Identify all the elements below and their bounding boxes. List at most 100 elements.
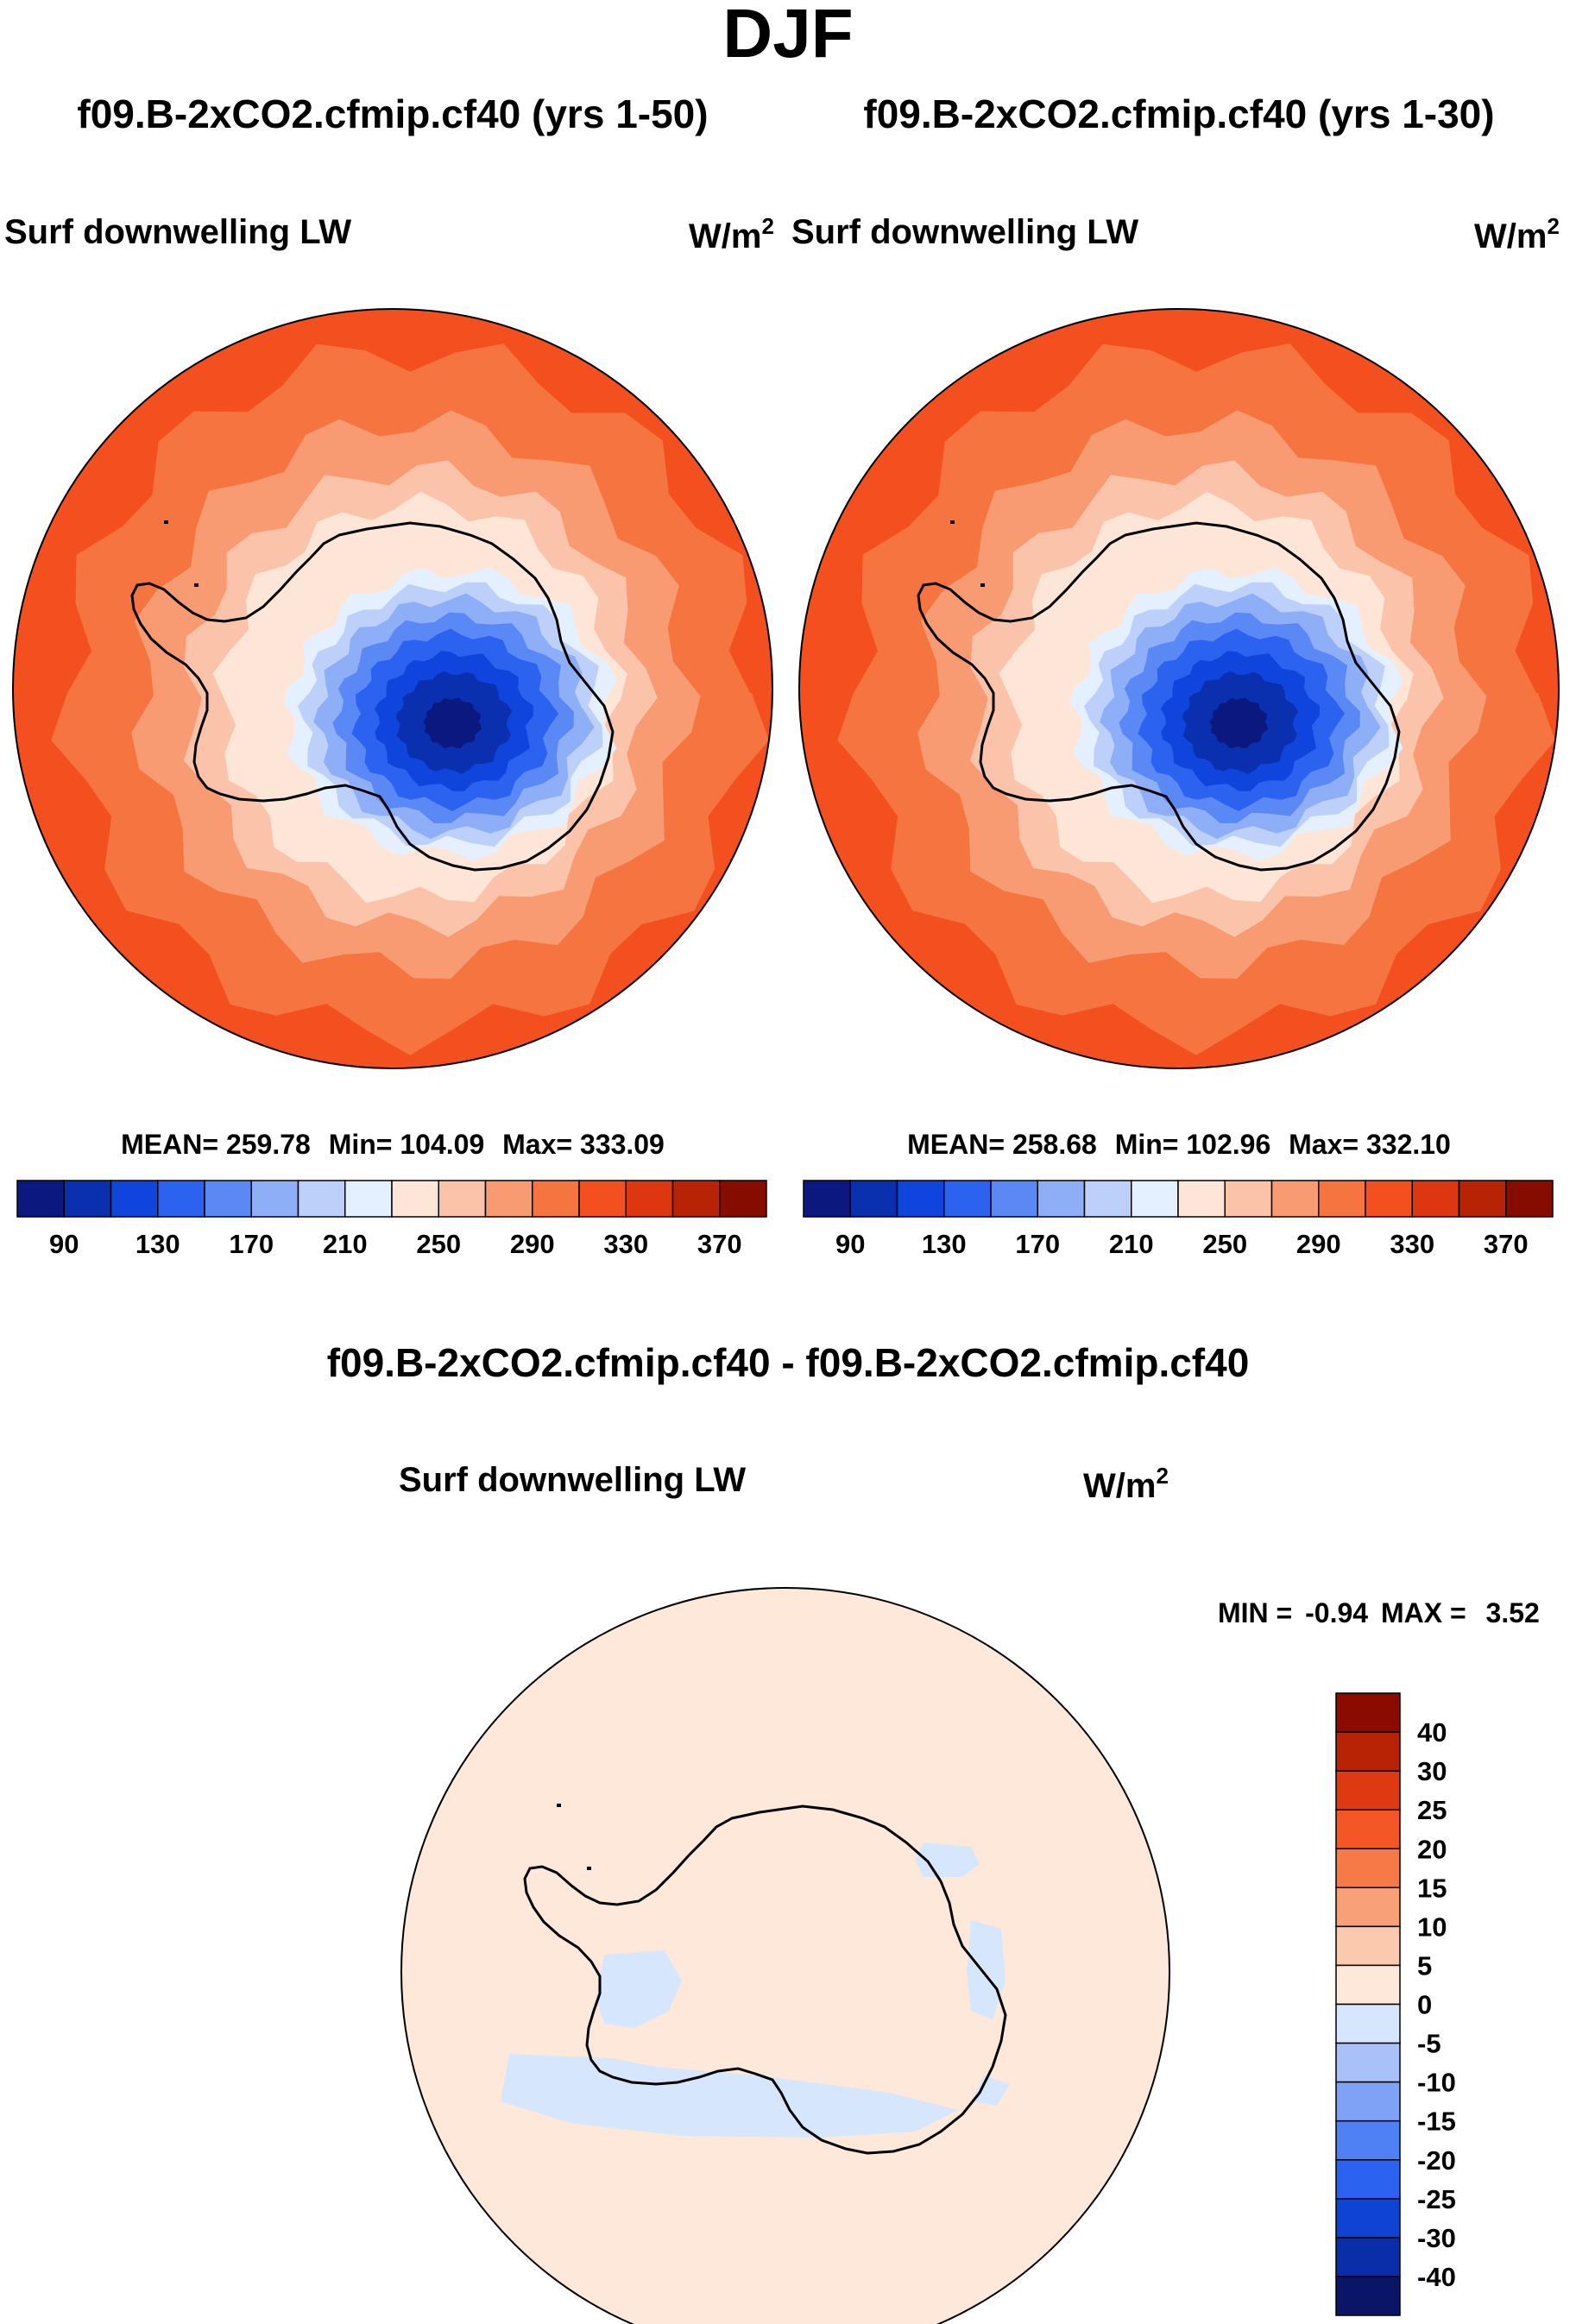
figure-title: DJF bbox=[722, 0, 853, 72]
field-band bbox=[401, 1588, 1169, 2324]
panel-1: f09.B-2xCO2.cfmip.cf40 (yrs 1-50) Surf d… bbox=[4, 91, 774, 1259]
colorbar-tick-label: 370 bbox=[1484, 1229, 1529, 1259]
colorbar-tick-label: 25 bbox=[1417, 1795, 1447, 1825]
colorbar-tick-label: -10 bbox=[1417, 2068, 1456, 2098]
colorbar-tick-label: 10 bbox=[1417, 1911, 1447, 1942]
colorbar-swatch bbox=[1224, 1180, 1273, 1218]
colorbar-tick-label: 210 bbox=[323, 1229, 368, 1259]
panel-2-units: W/m2 bbox=[1474, 213, 1560, 255]
colorbar-swatch bbox=[391, 1180, 439, 1218]
colorbar-swatch bbox=[1335, 2198, 1401, 2239]
colorbar-tick-label: -20 bbox=[1417, 2145, 1456, 2176]
panel-2-variable: Surf downwelling LW bbox=[791, 213, 1138, 251]
colorbar-swatch bbox=[110, 1180, 159, 1218]
colorbar-swatch bbox=[1131, 1180, 1179, 1218]
colorbar-swatch bbox=[344, 1180, 393, 1218]
colorbar-swatch bbox=[1335, 1964, 1401, 2006]
colorbar-swatch bbox=[250, 1180, 299, 1218]
colorbar-tick-label: 290 bbox=[1296, 1229, 1341, 1259]
island bbox=[164, 520, 168, 524]
panel-3-stats: MIN = -0.94 MAX = 3.52 bbox=[1218, 1597, 1540, 1628]
panel-1-map-border bbox=[12, 308, 773, 1069]
colorbar-swatch bbox=[1083, 1180, 1132, 1218]
colorbar-tick-label: 170 bbox=[1015, 1229, 1060, 1259]
panel-3-map bbox=[401, 1588, 1169, 2324]
panel-1-case-title: f09.B-2xCO2.cfmip.cf40 (yrs 1-50) bbox=[77, 91, 708, 136]
colorbar-swatch bbox=[1335, 1731, 1401, 1772]
colorbar-swatch bbox=[1335, 1848, 1401, 1889]
panel-2-coastline bbox=[917, 520, 1401, 872]
colorbar-swatch bbox=[990, 1180, 1038, 1218]
colorbar-swatch bbox=[803, 1180, 851, 1218]
colorbar-swatch bbox=[578, 1180, 627, 1218]
colorbar-swatch bbox=[719, 1180, 767, 1218]
panel-3-variable: Surf downwelling LW bbox=[399, 1461, 746, 1499]
panel-3-units: W/m2 bbox=[1083, 1463, 1169, 1505]
panel-1-variable: Surf downwelling LW bbox=[4, 213, 351, 251]
panel-2-stats: MEAN= 258.68 Min= 102.96 Max= 332.10 bbox=[907, 1129, 1451, 1160]
panel-2: f09.B-2xCO2.cfmip.cf40 (yrs 1-30) Surf d… bbox=[791, 91, 1560, 1259]
colorbar-swatch bbox=[896, 1180, 945, 1218]
colorbar-tick-label: 170 bbox=[229, 1229, 274, 1259]
colorbar-swatch bbox=[1318, 1180, 1366, 1218]
colorbar-tick-label: 250 bbox=[1202, 1229, 1247, 1259]
colorbar-swatch bbox=[297, 1180, 346, 1218]
colorbar-swatch bbox=[1037, 1180, 1086, 1218]
panel-1-coastline bbox=[130, 520, 615, 872]
negative-patch bbox=[971, 2075, 1010, 2106]
colorbar-swatch bbox=[1335, 2081, 1401, 2122]
colorbar-swatch bbox=[943, 1180, 992, 1218]
panel-3-colorbar: 40 30 25 20 15 10 5 0 -5 -10 -15 -20 -25 -30 -40 bbox=[1335, 1692, 1456, 2316]
colorbar-tick-label: 30 bbox=[1417, 1756, 1447, 1786]
colorbar-swatch bbox=[16, 1180, 65, 1218]
field-band bbox=[1209, 697, 1268, 748]
panel-2-map-border bbox=[798, 308, 1560, 1069]
colorbar-swatch bbox=[1335, 2003, 1401, 2044]
colorbar-tick-label: 210 bbox=[1109, 1229, 1154, 1259]
colorbar-swatch bbox=[1335, 1770, 1401, 1811]
colorbar-tick-label: 20 bbox=[1417, 1834, 1447, 1864]
island bbox=[980, 583, 985, 587]
colorbar-swatch bbox=[1505, 1180, 1554, 1218]
colorbar-swatch bbox=[484, 1180, 533, 1218]
colorbar-swatch bbox=[1335, 1692, 1401, 1733]
negative-patch bbox=[501, 2054, 958, 2138]
colorbar-tick-label: -30 bbox=[1417, 2223, 1456, 2253]
colorbar-swatch bbox=[1335, 2119, 1401, 2161]
panel-2-case-title: f09.B-2xCO2.cfmip.cf40 (yrs 1-30) bbox=[863, 91, 1494, 136]
negative-patch bbox=[596, 1950, 682, 2028]
colorbar-swatch bbox=[1365, 1180, 1413, 1218]
colorbar-swatch bbox=[63, 1180, 112, 1218]
colorbar-swatch bbox=[532, 1180, 580, 1218]
colorbar-tick-label: 250 bbox=[416, 1229, 461, 1259]
colorbar-tick-label: -15 bbox=[1417, 2107, 1456, 2137]
colorbar-swatch bbox=[849, 1180, 898, 1218]
panel-1-map bbox=[13, 309, 772, 1068]
colorbar-swatch bbox=[1458, 1180, 1507, 1218]
colorbar-tick-label: 290 bbox=[510, 1229, 555, 1259]
colorbar-swatch bbox=[157, 1180, 205, 1218]
colorbar-tick-label: 40 bbox=[1417, 1717, 1447, 1748]
colorbar-swatch bbox=[625, 1180, 674, 1218]
panel-3-coastline bbox=[523, 1804, 1007, 2155]
panel-3: f09.B-2xCO2.cfmip.cf40 - f09.B-2xCO2.cfm… bbox=[327, 1340, 1540, 2324]
negative-patch bbox=[967, 1920, 1005, 2019]
panel-2-map bbox=[799, 309, 1559, 1068]
island bbox=[950, 520, 955, 524]
colorbar-tick-label: -5 bbox=[1417, 2029, 1441, 2059]
colorbar-tick-label: 15 bbox=[1417, 1873, 1447, 1903]
colorbar-swatch bbox=[438, 1180, 487, 1218]
colorbar-swatch bbox=[1335, 2237, 1401, 2277]
colorbar-swatch bbox=[1335, 2159, 1401, 2200]
colorbar-swatch bbox=[1335, 1809, 1401, 1849]
field-band bbox=[423, 697, 482, 748]
colorbar-swatch bbox=[1411, 1180, 1460, 1218]
colorbar-tick-label: 130 bbox=[922, 1229, 967, 1259]
panel-2-colorbar: 90 130 170 210 250 290 330 370 bbox=[803, 1180, 1554, 1259]
colorbar-swatch bbox=[1335, 1925, 1401, 1967]
panel-1-stats: MEAN= 259.78 Min= 104.09 Max= 333.09 bbox=[121, 1129, 665, 1160]
colorbar-tick-label: 5 bbox=[1417, 1950, 1432, 1981]
colorbar-tick-label: 130 bbox=[136, 1229, 180, 1259]
panel-3-map-border bbox=[400, 1587, 1170, 2324]
